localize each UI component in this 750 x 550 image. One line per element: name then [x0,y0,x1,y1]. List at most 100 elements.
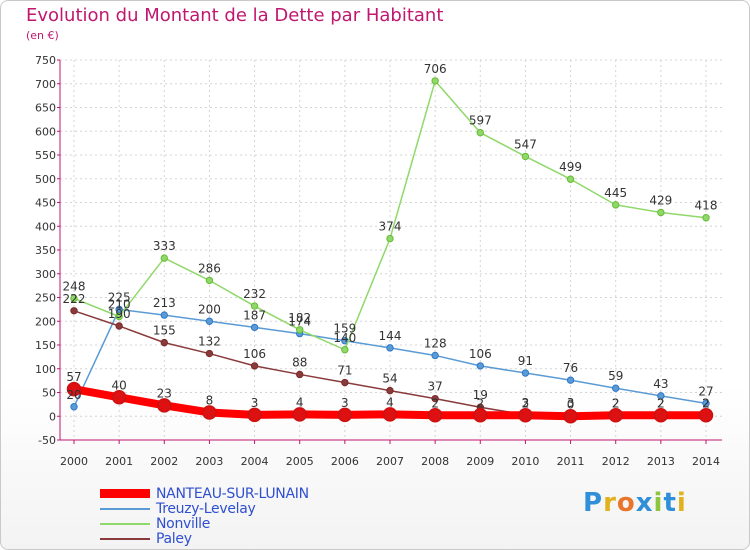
data-label: 4 [386,395,394,409]
data-label: 248 [63,279,86,293]
data-point [250,302,259,310]
data-point [431,77,439,85]
data-point [157,398,172,413]
data-label: 40 [112,378,127,392]
x-tick-label: 2014 [692,455,720,468]
data-point [431,394,439,403]
x-tick-label: 2000 [60,455,88,468]
data-point [296,370,304,379]
data-point [70,294,78,303]
data-label: 547 [514,137,537,151]
data-point [115,312,123,321]
data-point [160,311,168,319]
data-label: 3 [341,396,349,410]
data-label: 3 [567,396,575,410]
legend-swatch-treuzy [100,507,150,510]
data-point [115,305,123,314]
data-point [521,152,530,161]
data-point [566,175,575,183]
data-label: 144 [379,329,402,343]
data-point [382,407,398,422]
y-tick-label: 200 [35,315,56,328]
y-tick-label: 50 [42,387,56,400]
data-label: 182 [288,311,311,325]
data-label: 499 [559,160,582,174]
data-point [431,351,439,360]
data-label: 2 [657,396,665,410]
data-label: 106 [243,347,266,361]
data-label: 2 [702,396,710,410]
data-label: 59 [608,369,623,383]
data-point [386,386,394,395]
x-tick-label: 2009 [466,455,494,468]
data-label: 140 [333,331,356,345]
data-label: 3 [522,396,530,410]
data-label: 20 [66,388,81,402]
data-point [612,384,620,392]
data-label: 222 [63,292,86,306]
x-tick-label: 2004 [241,455,269,468]
x-tick-label: 2005 [286,455,314,468]
data-point [566,376,575,384]
data-label: 418 [695,199,718,213]
x-tick-label: 2012 [602,455,630,468]
legend: NANTEAU-SUR-LUNAIN Treuzy-Levelay Nonvil… [100,485,309,547]
data-label: 4 [296,395,304,409]
data-label: 190 [108,307,131,321]
data-label: 213 [153,296,176,310]
data-label: 23 [157,386,172,400]
legend-swatch-nonville [100,522,150,525]
data-label: 374 [379,220,402,234]
data-point [702,214,710,222]
data-label: 225 [108,290,131,304]
legend-item-nonville: Nonville [100,516,309,532]
data-label: 2 [702,396,710,410]
data-point [653,408,669,423]
data-label: 2 [612,396,620,410]
x-tick-label: 2010 [511,455,539,468]
data-label: 429 [649,193,672,207]
legend-label-nanteau: NANTEAU-SUR-LUNAIN [156,485,309,502]
data-point [521,369,530,377]
data-label: 2 [431,396,439,410]
logo-letter: P [583,488,604,518]
data-label: 19 [473,388,488,402]
x-tick-label: 2011 [557,455,585,468]
legend-label-paley: Paley [156,530,192,547]
legend-swatch-nanteau [100,489,150,498]
logo-letter: x [635,488,654,518]
data-point [111,390,127,405]
data-point [250,323,259,332]
data-label: 8 [206,393,214,407]
data-point [70,307,78,315]
logo-letter: i [653,488,664,518]
data-point [386,234,394,243]
y-tick-label: 0 [49,410,56,423]
data-label: 3 [251,396,259,410]
logo-letter: r [603,488,617,518]
legend-item-paley: Paley [100,530,309,547]
data-point [657,392,665,400]
data-label: 2 [522,396,530,410]
data-point [70,403,78,411]
data-label: 43 [653,377,668,391]
data-point [341,378,349,387]
data-label: 106 [469,347,492,361]
data-point [341,346,349,354]
data-point [115,322,123,330]
legend-swatch-paley [100,537,150,540]
x-tick-label: 2006 [331,455,359,468]
legend-item-nanteau: NANTEAU-SUR-LUNAIN [100,485,309,502]
y-tick-label: 300 [35,268,56,281]
y-tick-label: 500 [35,173,56,186]
data-label: 187 [243,308,266,322]
data-point [608,408,623,423]
data-point [337,407,353,423]
data-label: 2 [612,396,620,410]
data-point [427,408,443,423]
data-point [702,399,710,408]
data-point [476,128,484,137]
data-point [563,409,578,424]
y-tick-label: 650 [35,102,56,115]
data-point [386,344,394,352]
